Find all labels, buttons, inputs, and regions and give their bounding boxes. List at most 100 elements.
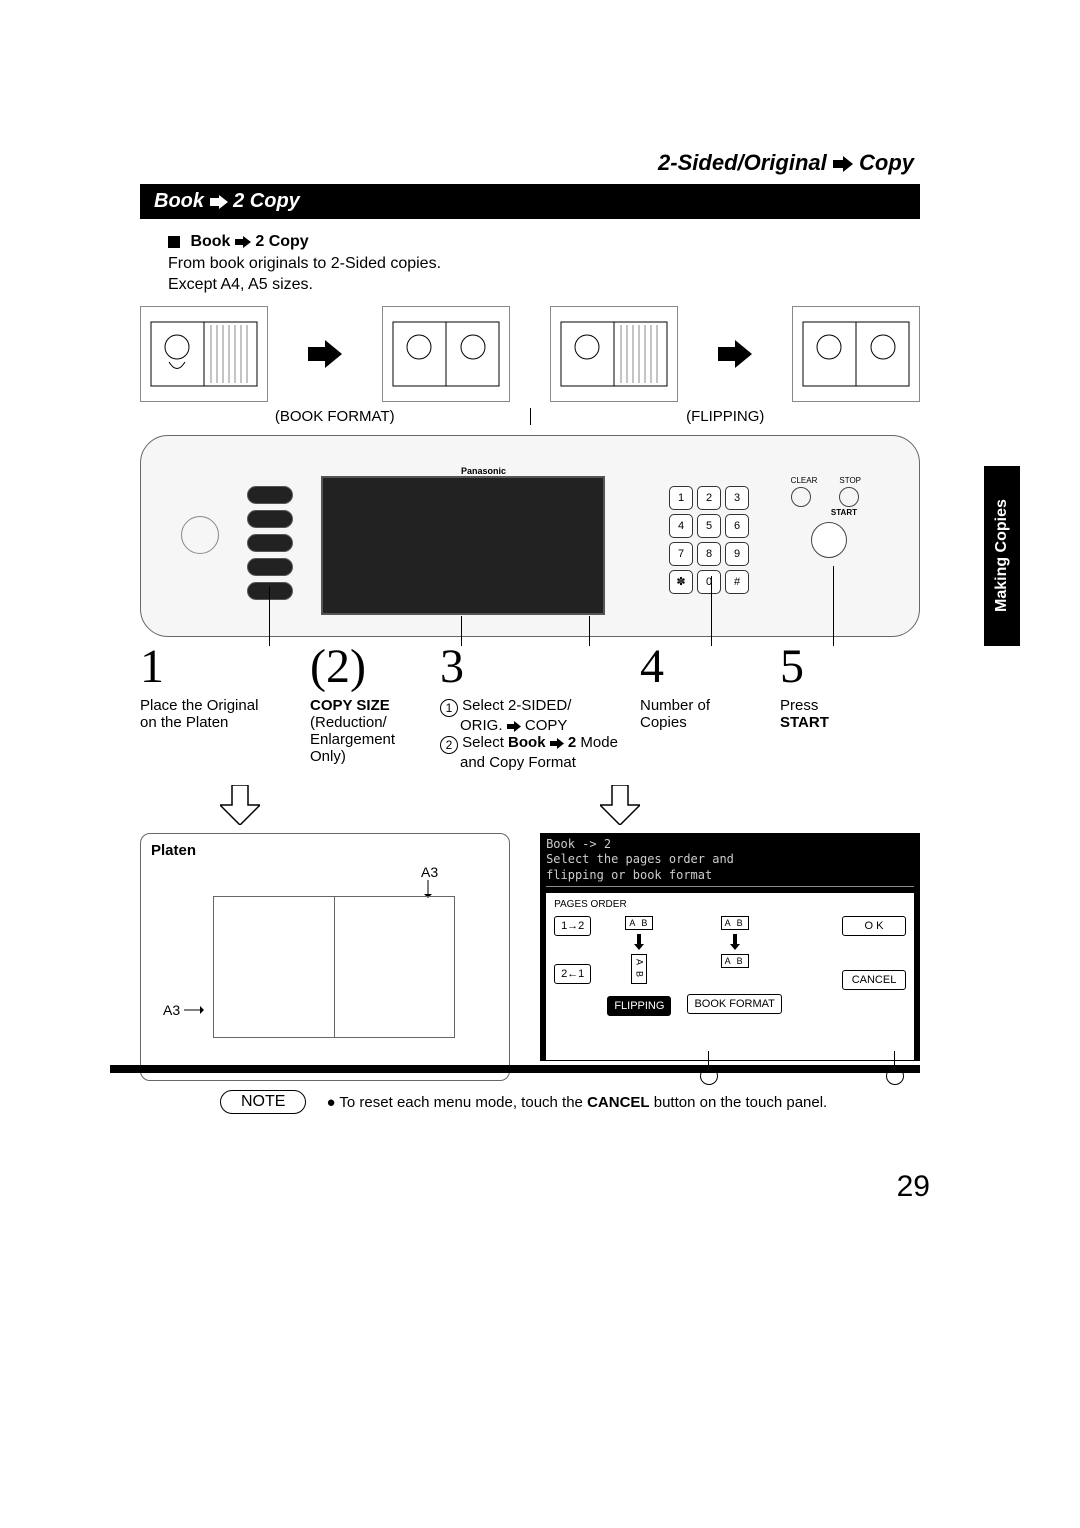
bottom-accent-bar — [110, 1065, 920, 1073]
step-2: (2) COPY SIZE (Reduction/ Enlargement On… — [310, 643, 440, 771]
touch-panel-header: Book -> 2 Select the pages order and fli… — [546, 837, 914, 887]
indicator-line — [269, 586, 270, 646]
step-number: 1 — [140, 643, 310, 691]
keypad-key[interactable]: 3 — [725, 486, 749, 510]
tp-sub: Select the pages order and — [546, 852, 734, 866]
circled-1-icon: 1 — [440, 699, 458, 717]
note-cancel: CANCEL — [587, 1094, 650, 1111]
book-illustration — [550, 306, 678, 402]
start-label: START — [831, 508, 857, 517]
panel-screen — [321, 476, 605, 615]
step-text: Place the Original — [140, 697, 310, 714]
brand-label: Panasonic — [461, 466, 506, 476]
tp-sub: flipping or book format — [546, 868, 712, 882]
circled-2-icon: 2 — [440, 736, 458, 754]
stop-button[interactable] — [839, 487, 859, 507]
flipping-button[interactable]: FLIPPING — [607, 996, 671, 1016]
platen-glass — [213, 896, 455, 1038]
book-format-button[interactable]: BOOK FORMAT — [687, 994, 781, 1014]
numeric-keypad: 1 2 3 4 5 6 7 8 9 ✽ 0 # — [669, 486, 749, 594]
ok-button[interactable]: O K — [842, 916, 906, 936]
arrow-right-icon — [235, 236, 251, 248]
a3-label-side: A3 — [163, 1002, 204, 1018]
step-text: on the Platen — [140, 714, 310, 731]
section-header: Book 2 Copy — [140, 184, 920, 219]
step-text-bold: Book — [508, 734, 546, 751]
format-label-right: (FLIPPING) — [531, 408, 921, 425]
pages-order-label: PAGES ORDER — [554, 899, 906, 910]
note-text: ● To reset each menu mode, touch the CAN… — [326, 1094, 827, 1111]
subtitle-text-1: 2-Sided/Original — [658, 150, 827, 175]
section-tab: Making Copies — [984, 466, 1020, 646]
a3-label-top: A3 — [421, 864, 438, 880]
start-button[interactable] — [811, 522, 847, 558]
page-content: 2-Sided/Original Copy Book 2 Copy Book 2… — [140, 150, 920, 1081]
keypad-key[interactable]: 5 — [697, 514, 721, 538]
format-illustration-row — [140, 306, 920, 402]
ab-icon-vertical: A B — [631, 954, 647, 984]
arrow-right-icon — [833, 156, 853, 172]
format-labels: (BOOK FORMAT) (FLIPPING) — [140, 408, 920, 425]
note-row: NOTE ● To reset each menu mode, touch th… — [220, 1090, 827, 1114]
bar-text-1: Book — [154, 190, 204, 212]
bottom-row: Platen A3 A3 Book -> 2 Select the pages … — [140, 833, 920, 1081]
pages-order-button[interactable]: 1→2 — [554, 916, 591, 936]
step-text: and Copy Format — [440, 754, 640, 771]
keypad-key[interactable]: 0 — [697, 570, 721, 594]
step-1: 1 Place the Original on the Platen — [140, 643, 310, 771]
arrow-down-icon — [220, 785, 260, 825]
step-4: 4 Number of Copies — [640, 643, 780, 771]
clear-label: CLEAR — [791, 476, 818, 507]
keypad-key[interactable]: 7 — [669, 542, 693, 566]
arrow-right-icon — [210, 195, 228, 209]
steps-row: 1 Place the Original on the Platen (2) C… — [140, 643, 920, 771]
keypad-key[interactable]: 4 — [669, 514, 693, 538]
format-label-left: (BOOK FORMAT) — [140, 408, 531, 425]
ab-icon: A B — [625, 916, 653, 930]
keypad-key[interactable]: 8 — [697, 542, 721, 566]
step-number: 4 — [640, 643, 780, 691]
step-heading: COPY SIZE — [310, 697, 440, 714]
indicator-line — [711, 576, 712, 646]
step-text: (Reduction/ — [310, 714, 440, 731]
ab-icon: A B — [721, 954, 749, 968]
page-number: 29 — [897, 1170, 930, 1204]
step-text: Number of — [640, 697, 780, 714]
subtitle-text-2: Copy — [859, 150, 914, 175]
arrow-right-icon — [507, 721, 521, 732]
arrow-down-icon — [600, 785, 640, 825]
left-button-group — [247, 486, 293, 600]
keypad-key[interactable]: 6 — [725, 514, 749, 538]
ab-icon: A B — [721, 916, 749, 930]
panel-button — [247, 558, 293, 576]
step-text: Press — [780, 697, 880, 714]
step-text: Mode — [576, 734, 618, 751]
intro-title-2: 2 Copy — [255, 233, 308, 250]
platen-title: Platen — [151, 842, 196, 859]
panel-button — [247, 534, 293, 552]
clear-button[interactable] — [791, 487, 811, 507]
step-number: 5 — [780, 643, 880, 691]
keypad-key[interactable]: 9 — [725, 542, 749, 566]
keypad-key[interactable]: 1 — [669, 486, 693, 510]
page-subtitle: 2-Sided/Original Copy — [140, 150, 920, 176]
step-3: 3 1 Select 2-SIDED/ ORIG. COPY 2 Select … — [440, 643, 640, 771]
keypad-key[interactable]: # — [725, 570, 749, 594]
panel-button — [247, 582, 293, 600]
step-5: 5 Press START — [780, 643, 880, 771]
note-part-2: button on the touch panel. — [650, 1094, 828, 1111]
keypad-key[interactable]: ✽ — [669, 570, 693, 594]
pages-order-button[interactable]: 2←1 — [554, 964, 591, 984]
intro-line-2: Except A4, A5 sizes. — [168, 276, 313, 293]
step-line: 1 Select 2-SIDED/ — [440, 697, 640, 717]
platen-diagram: Platen A3 A3 — [140, 833, 510, 1081]
step-text: ORIG. — [460, 717, 503, 734]
arrow-right-icon — [184, 1005, 204, 1015]
keypad-key[interactable]: 2 — [697, 486, 721, 510]
cancel-button[interactable]: CANCEL — [842, 970, 906, 990]
indicator-line — [589, 616, 590, 646]
stop-label: STOP — [839, 476, 861, 507]
arrow-down-icon — [634, 934, 644, 950]
tp-title: Book -> 2 — [546, 837, 611, 851]
step-text: Enlargement — [310, 731, 440, 748]
